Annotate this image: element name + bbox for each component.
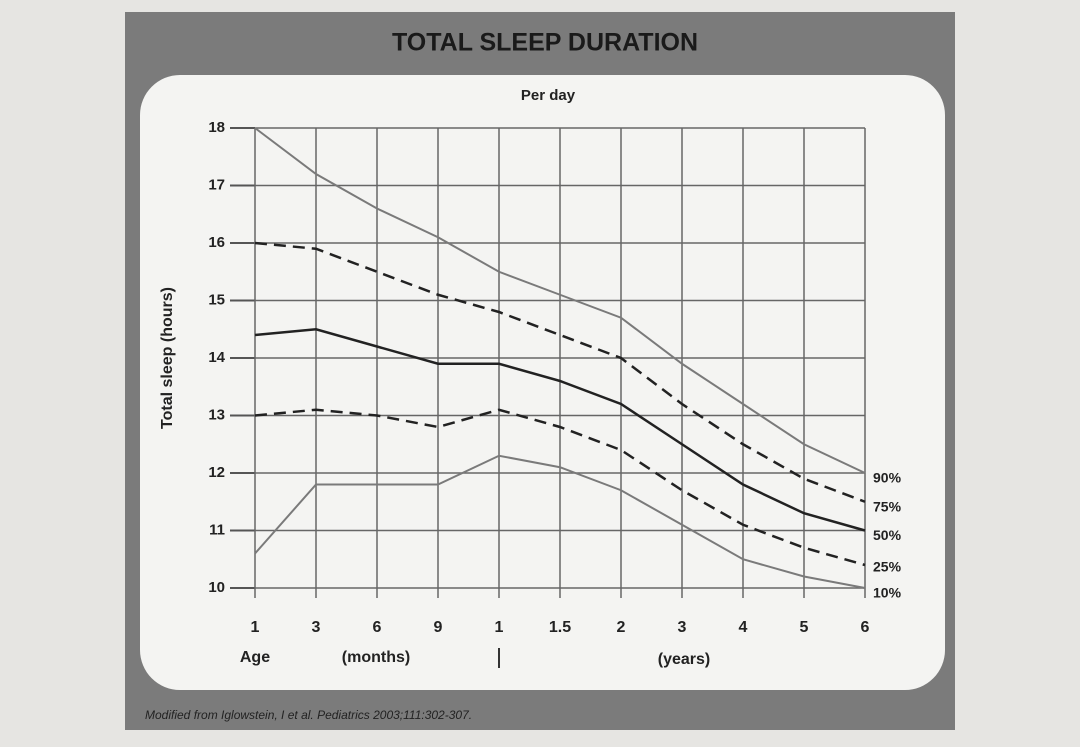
series-line: [254, 127, 866, 474]
y-axis-label: Total sleep (hours): [159, 287, 176, 429]
y-tick-label: 15: [208, 291, 225, 308]
y-tick-label: 11: [209, 521, 225, 538]
y-tick-label: 16: [208, 234, 225, 251]
series-line: [254, 241, 866, 503]
series-line: [254, 408, 866, 567]
y-tick-label: 18: [208, 119, 225, 136]
x-tick-label: 6: [861, 619, 870, 636]
x-tick-label: 6: [373, 619, 382, 636]
x-tick-label: 3: [312, 619, 321, 636]
series-label: 25%: [873, 559, 902, 575]
series-line: [254, 454, 866, 589]
x-tick-label: 2: [617, 619, 626, 636]
x-tick-label: 9: [434, 619, 443, 636]
series-label: 10%: [873, 585, 902, 601]
series-label: 50%: [873, 527, 902, 543]
x-unit-label: (months): [342, 649, 410, 666]
x-unit-label: (years): [658, 651, 710, 668]
x-tick-label: 4: [739, 619, 748, 636]
y-tick-label: 14: [208, 349, 225, 366]
source-note: Modified from Iglowstein, I et al. Pedia…: [145, 708, 472, 722]
x-tick-label: 3: [678, 619, 687, 636]
chart-subtitle: Per day: [521, 87, 576, 104]
x-tick-label: 1.5: [549, 619, 571, 636]
series-label: 90%: [873, 470, 902, 486]
y-tick-label: 13: [208, 406, 225, 423]
x-tick-label: 5: [800, 619, 809, 636]
y-tick-label: 10: [208, 579, 225, 596]
series-line: [254, 327, 866, 532]
chart-title: TOTAL SLEEP DURATION: [392, 29, 698, 57]
series-label: 75%: [873, 498, 902, 514]
y-tick-label: 12: [208, 464, 225, 481]
x-tick-label: 1: [495, 619, 504, 636]
x-tick-label: 1: [251, 619, 260, 636]
x-axis-label: Age: [240, 649, 270, 666]
panel: [140, 75, 945, 690]
y-tick-label: 17: [208, 176, 225, 193]
